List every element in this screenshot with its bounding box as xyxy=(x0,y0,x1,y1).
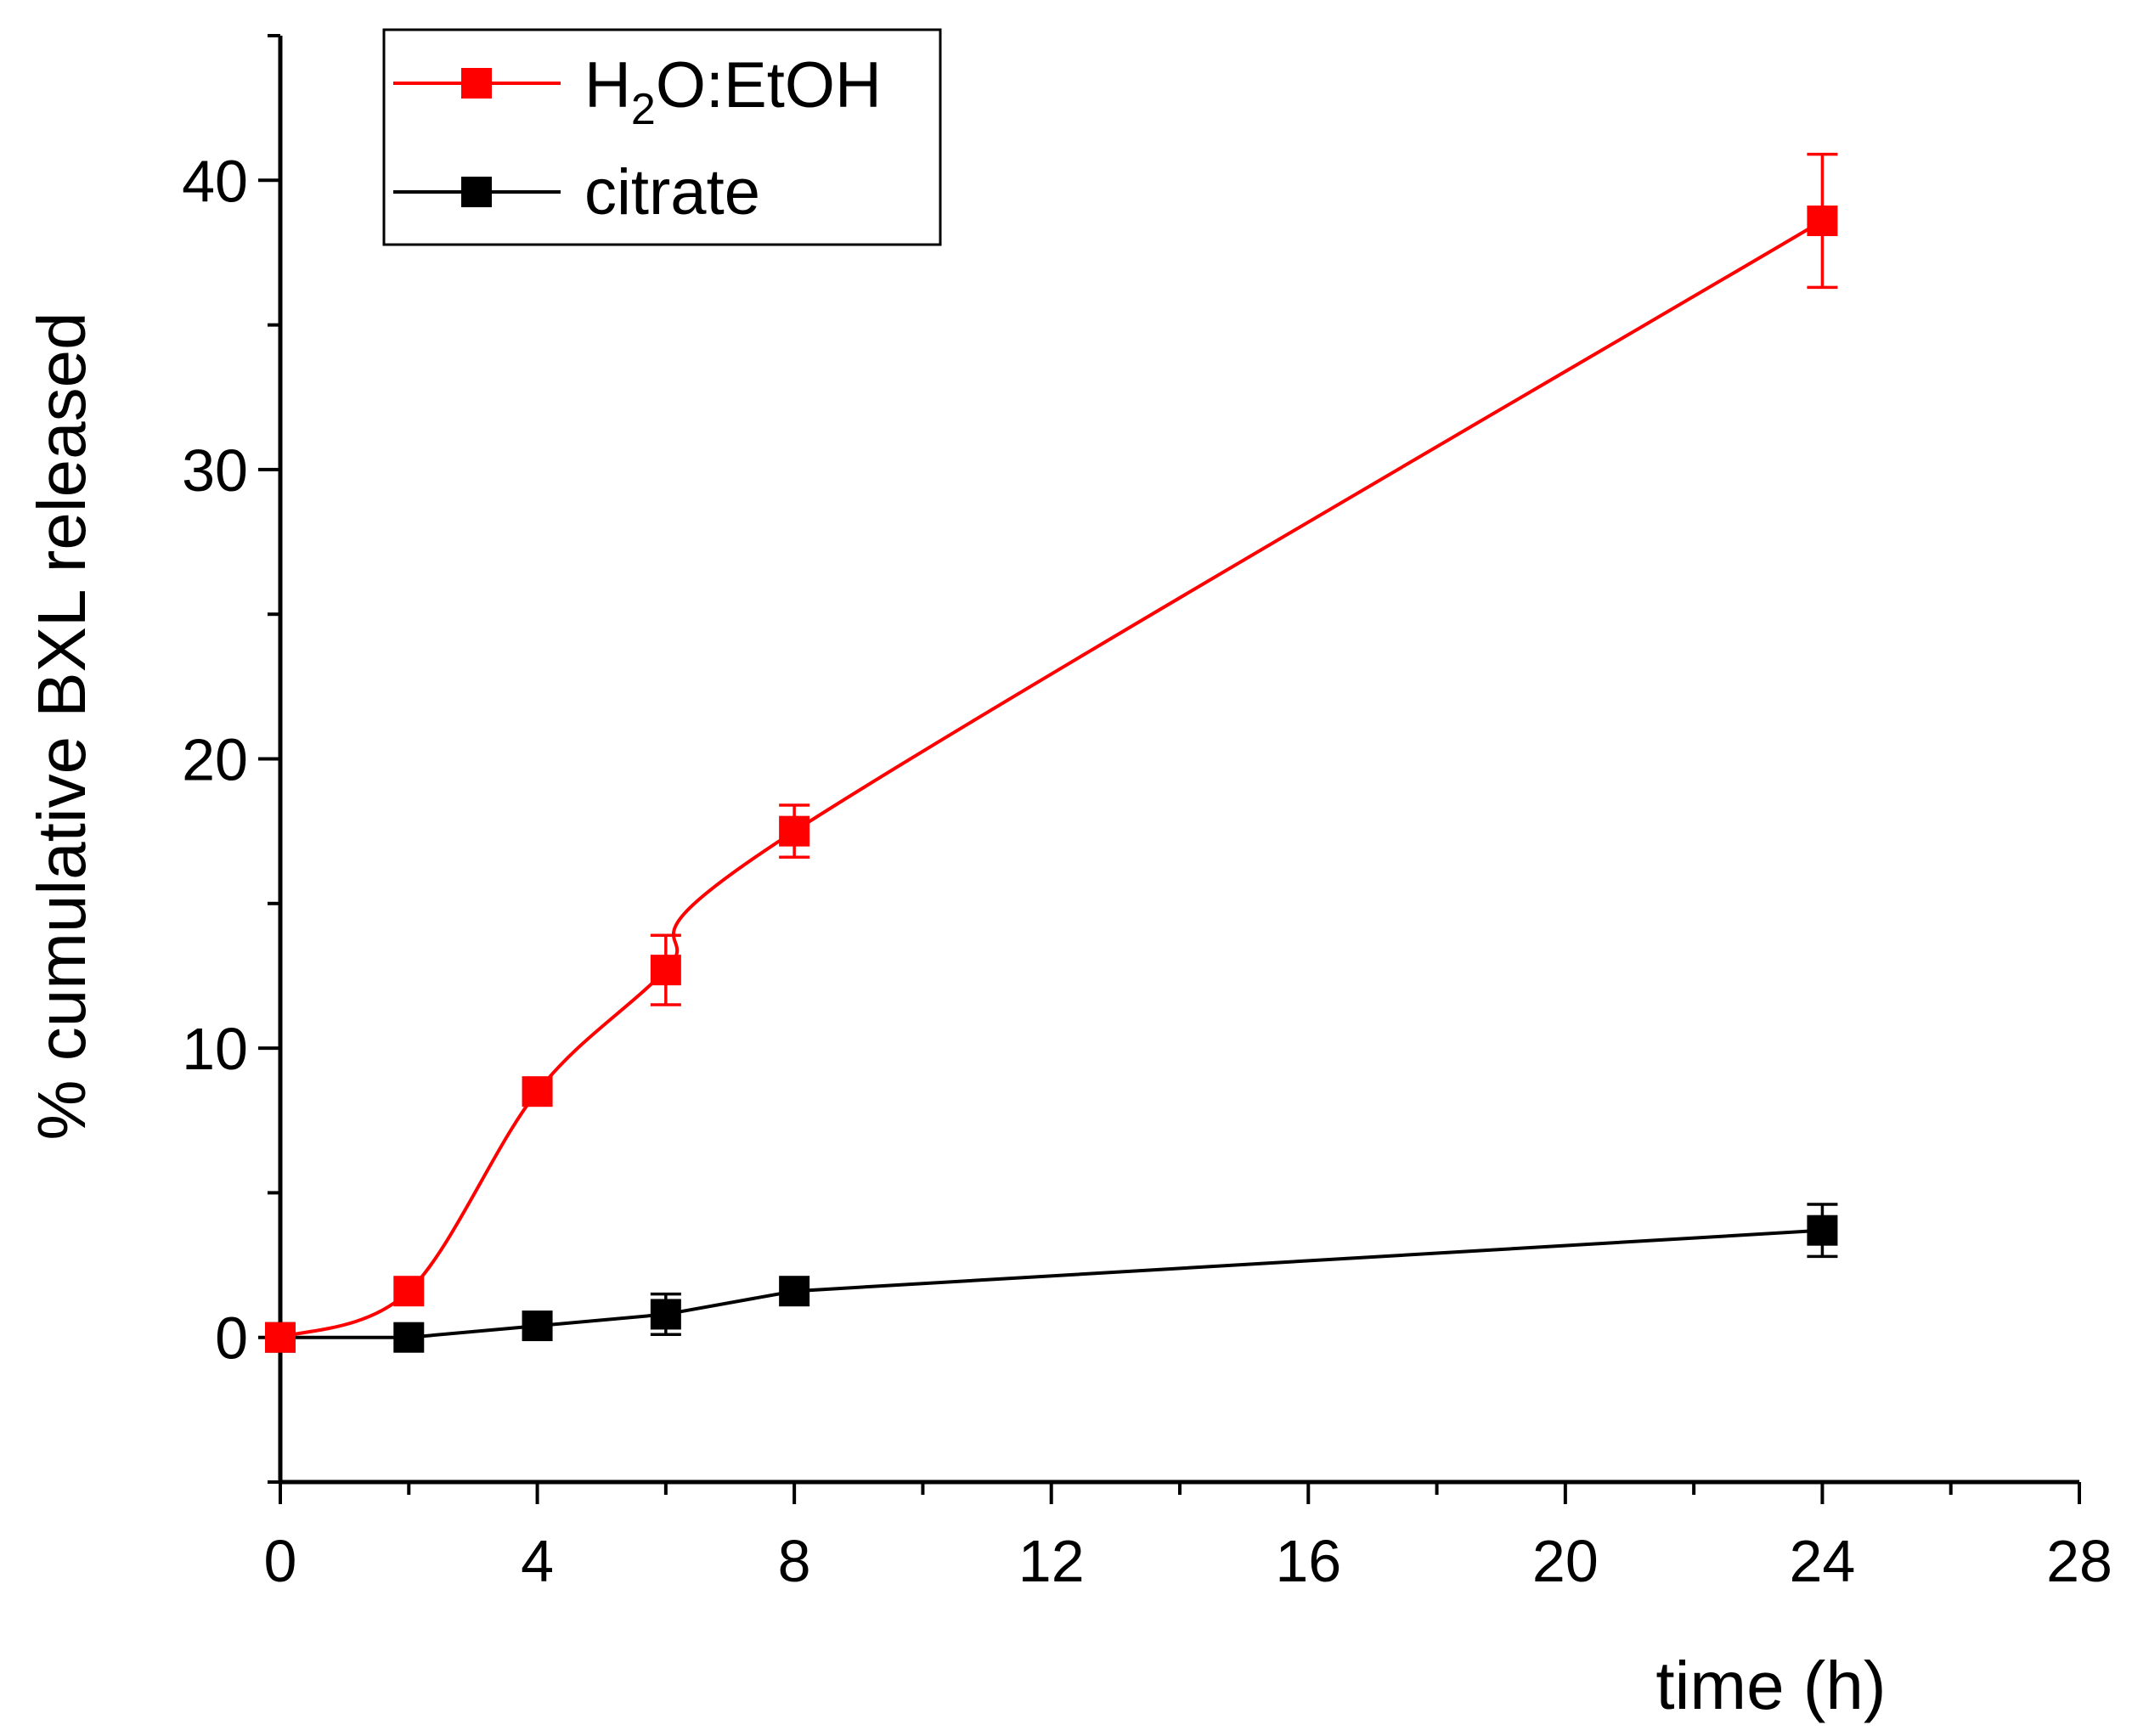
legend-label-citrate: citrate xyxy=(584,156,760,228)
legend-entry-h2o-etoh: H2O:EtOH xyxy=(393,49,882,134)
legend-label-h2o-etoh: H2O:EtOH xyxy=(584,49,882,134)
series-layer xyxy=(265,152,1838,1353)
tick-labels: 0 4 8 12 16 20 24 28 0 10 20 30 40 xyxy=(182,148,2112,1594)
legend-entry-citrate: citrate xyxy=(393,156,760,228)
y-tick-label: 30 xyxy=(182,437,248,504)
x-tick-label: 0 xyxy=(264,1528,297,1594)
y-tick-label: 20 xyxy=(182,727,248,793)
data-point-h2o-etoh xyxy=(1807,205,1838,236)
series-line-h2o-etoh xyxy=(279,219,1824,1339)
data-point-citrate xyxy=(779,1276,810,1307)
x-tick-label: 16 xyxy=(1275,1528,1341,1594)
x-tick-label: 24 xyxy=(1789,1528,1855,1594)
y-tick-label: 10 xyxy=(182,1016,248,1082)
data-point-h2o-etoh xyxy=(779,815,810,847)
legend: H2O:EtOH citrate xyxy=(382,28,942,246)
data-point-h2o-etoh xyxy=(650,955,681,986)
axes xyxy=(278,36,2079,1485)
data-point-h2o-etoh xyxy=(265,1322,296,1353)
x-axis-title: time (h) xyxy=(1655,1648,1886,1723)
series-line-citrate xyxy=(280,1228,1823,1339)
y-axis-title: % cumulative BXL released xyxy=(24,312,99,1140)
legend-marker-h2o-etoh xyxy=(461,68,492,99)
ticks xyxy=(258,34,2081,1504)
data-point-citrate xyxy=(650,1299,681,1330)
x-tick-label: 4 xyxy=(521,1528,554,1594)
x-tick-label: 8 xyxy=(778,1528,811,1594)
data-point-citrate xyxy=(522,1310,553,1342)
x-tick-label: 12 xyxy=(1018,1528,1085,1594)
y-tick-label: 0 xyxy=(215,1305,248,1372)
legend-box xyxy=(382,28,942,246)
legend-marker-citrate xyxy=(461,177,492,207)
x-tick-label: 28 xyxy=(2046,1528,2112,1594)
y-tick-label: 40 xyxy=(182,148,248,214)
data-point-h2o-etoh xyxy=(393,1276,425,1307)
data-point-citrate xyxy=(1807,1215,1838,1246)
data-point-h2o-etoh xyxy=(522,1076,553,1108)
x-tick-label: 20 xyxy=(1532,1528,1599,1594)
data-point-citrate xyxy=(393,1322,425,1353)
